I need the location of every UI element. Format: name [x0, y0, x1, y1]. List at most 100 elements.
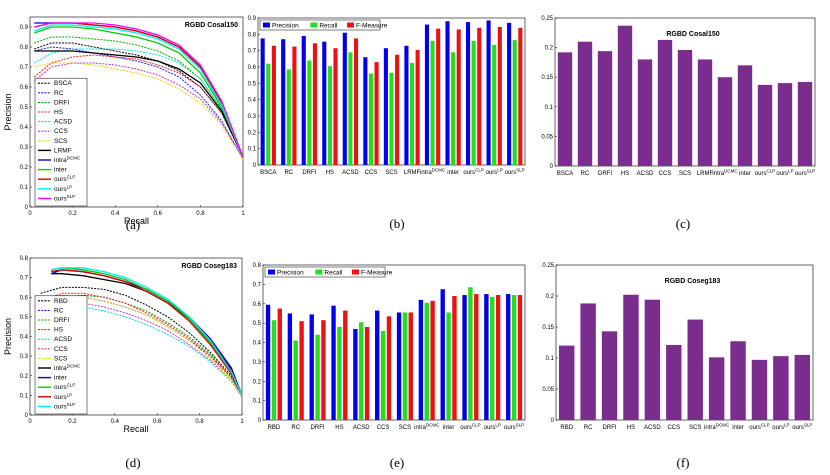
y-tick-label: 0.7 — [20, 276, 29, 282]
y-tick-label: 0.3 — [20, 354, 29, 360]
legend-label-text: inter — [54, 375, 67, 382]
x-tick-label: 0.2 — [68, 211, 77, 217]
y-tick-label: 0.7 — [248, 49, 257, 55]
bar-hs — [623, 294, 639, 420]
bar-precision-hs — [322, 41, 327, 165]
chart-title: RGBD Coseg183 — [665, 278, 721, 285]
x-category-label-sup: LP — [495, 423, 501, 428]
bar-inter — [737, 65, 753, 166]
bar-recall-drfi — [307, 60, 312, 165]
bar-hs — [617, 25, 633, 166]
y-tick-label: 0.15 — [542, 325, 554, 331]
x-tick-label: 0 — [28, 211, 32, 217]
x-category-label-sup: SLP — [516, 423, 525, 428]
legend-label: LRMF — [54, 147, 72, 154]
x-category-label-text: RC — [291, 425, 300, 431]
bar-inter — [730, 341, 746, 420]
x-category-label-text: ours — [484, 425, 496, 431]
bar-recall-ours — [492, 44, 497, 166]
bar-recall-scs — [389, 72, 394, 165]
x-category-label-text: HS — [335, 425, 343, 431]
panel-b: 0 0.1 0.2 0.3 0.4 0.5 0.6 0.7 0.8 0.9 BSCA RC DRFI HS… — [248, 16, 526, 231]
bar-f-measure-drfi — [321, 320, 326, 420]
x-tick-label: 0.4 — [111, 211, 120, 217]
bar-precision-intra — [418, 299, 424, 420]
panel-caption: (b) — [389, 216, 404, 231]
bar-f-measure-inter — [456, 29, 461, 165]
panel-e-frame — [262, 264, 526, 421]
x-category-label-text: ours — [460, 425, 472, 431]
bar-f-measure-hs — [333, 48, 338, 165]
legend-label-sup: SLP — [67, 194, 76, 199]
x-category-label: RC — [584, 425, 593, 431]
bar-precision-drfi — [309, 314, 314, 420]
x-category-label: RC — [291, 425, 300, 431]
series-line-ccs — [33, 62, 244, 160]
y-tick-label: 0.4 — [248, 98, 257, 104]
bar-f-measure-rc — [299, 321, 304, 420]
legend-label: F-Measure — [356, 23, 388, 30]
y-tick-label: 0.6 — [253, 302, 262, 308]
legend-label-text: RC — [54, 307, 64, 314]
bar-f-measure-ours — [477, 27, 482, 165]
legend-label: oursLP — [54, 184, 72, 193]
bar-recall-bsca — [266, 63, 271, 165]
legend-swatch — [263, 22, 270, 28]
x-category-label-text: ours — [463, 170, 475, 176]
panel-d: 0 0.2 0.4 0.6 0.8 1 0 0.1 0.2 0.3 0.4 0.5 0.6 0.7 0.8 R… — [3, 256, 244, 470]
y-tick-label: 0.6 — [20, 85, 29, 91]
bar-f-measure-rbd — [277, 308, 282, 420]
bar-recall-inter — [451, 52, 456, 165]
bar-f-measure-ours — [497, 26, 502, 165]
x-category-label-text: HS — [627, 425, 635, 431]
x-category-label-sup: DCMC — [716, 423, 730, 428]
bar-f-measure-ours — [474, 294, 479, 420]
legend-label-text: RC — [54, 90, 64, 97]
bar-precision-ours — [465, 22, 471, 166]
legend-label-text: HS — [54, 327, 64, 334]
y-tick-label: 0.3 — [248, 114, 257, 120]
x-category-label: oursSLP — [795, 169, 815, 178]
bar-bsca — [557, 52, 573, 166]
x-category-label: LRMF — [697, 171, 714, 177]
y-tick-label: 0.05 — [542, 387, 554, 393]
bar-recall-ccs — [368, 73, 374, 165]
x-category-label: intraDCMC — [712, 169, 738, 178]
series-line-hs — [40, 292, 243, 396]
legend-label-text: SCS — [54, 138, 68, 145]
x-category-label-text: DRFI — [302, 170, 316, 176]
legend-label: RBD — [54, 298, 68, 305]
x-category-label: oursSLP — [792, 423, 812, 432]
x-category-label-text: HS — [621, 171, 629, 177]
legend-label: DRFI — [54, 317, 69, 324]
x-category-label: intraDCMC — [704, 423, 730, 432]
bar-f-measure-rc — [292, 46, 297, 166]
bar-recall-acsd — [348, 52, 353, 165]
y-tick-label: 0.2 — [253, 379, 262, 385]
bar-recall-ours — [512, 40, 517, 165]
bar-recall-intra — [430, 40, 435, 165]
series-line-ours-lp — [51, 269, 243, 396]
x-category-label: DRFI — [603, 425, 617, 431]
legend-label-text: inter — [54, 167, 67, 174]
legend-label: ACSD — [54, 336, 72, 343]
bar-recall-acsd — [359, 322, 364, 420]
bar-precision-ccs — [375, 310, 380, 420]
legend-swatch — [310, 22, 318, 28]
bar-f-measure-scs — [395, 54, 400, 165]
y-tick-label: 0.2 — [248, 130, 257, 136]
x-tick-label: 0.4 — [111, 419, 120, 425]
x-category-label-text: inter — [732, 425, 744, 431]
bar-ours-lp — [777, 83, 793, 166]
bar-precision-ours — [484, 294, 489, 420]
legend-label: oursLP — [54, 392, 72, 401]
bar-recall-ccs — [380, 330, 386, 420]
y-tick-label: 0 — [25, 205, 29, 211]
y-tick-label: 0.5 — [253, 321, 262, 327]
x-category-label: HS — [326, 170, 334, 176]
x-category-label-text: ACSD — [644, 425, 661, 431]
bar-ours-lp — [773, 356, 789, 420]
y-tick-label: 0.15 — [541, 75, 553, 81]
x-category-label-text: inter — [443, 425, 455, 431]
